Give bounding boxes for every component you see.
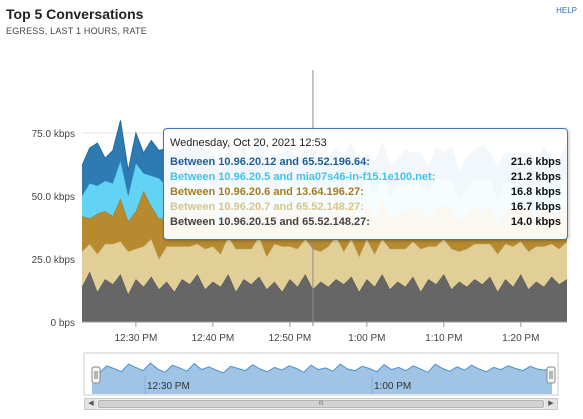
tooltip-row-label: Between 10.96.20.12 and 65.52.196.64: [170,156,370,168]
tooltip-row: Between 10.96.20.7 and 65.52.148.27: 16.… [170,201,561,215]
tooltip-row-value: 21.6 kbps [510,156,561,168]
x-tick-label: 12:40 PM [191,333,234,344]
page-title: Top 5 Conversations [6,6,144,22]
x-tick-label: 1:20 PM [502,333,539,344]
tooltip-row: Between 10.96.20.12 and 65.52.196.64: 21… [170,156,561,170]
tooltip-row-value: 16.8 kbps [510,186,561,198]
navigator-right-handle[interactable] [546,366,556,384]
navigator-line [91,362,553,374]
navigator-left-handle[interactable] [91,366,101,384]
y-tick-label: 25.0 kbps [32,255,75,266]
series-area [82,271,567,322]
x-tick-label: 12:30 PM [114,333,157,344]
series-area [82,236,567,295]
x-tick-label: 12:50 PM [268,333,311,344]
x-tick-label: 1:00 PM [348,333,385,344]
tooltip-title: Wednesday, Oct 20, 2021 12:53 [170,137,327,149]
x-tick-label: 1:10 PM [425,333,462,344]
chart-tooltip: Wednesday, Oct 20, 2021 12:53 Between 10… [163,128,568,240]
tooltip-row: Between 10.96.20.5 and mia07s46-in-f15.1… [170,171,561,185]
tooltip-row-value: 21.2 kbps [510,171,561,183]
tooltip-row-value: 14.0 kbps [510,216,561,228]
y-tick-label: 50.0 kbps [32,192,75,203]
y-tick-label: 75.0 kbps [32,129,75,140]
help-link[interactable]: HELP [556,6,577,15]
navigator-tick-label: 1:00 PM [374,381,411,392]
tooltip-row-label: Between 10.96.20.6 and 13.64.196.27: [170,186,364,198]
tooltip-row-value: 16.7 kbps [510,201,561,213]
scroll-right-arrow-icon[interactable]: ▶ [545,399,557,409]
tooltip-row: Between 10.96.20.6 and 13.64.196.27: 16.… [170,186,561,200]
tooltip-row: Between 10.96.20.15 and 65.52.148.27: 14… [170,216,561,230]
tooltip-row-label: Between 10.96.20.15 and 65.52.148.27: [170,216,370,228]
scrollbar-thumb[interactable]: III [98,400,544,408]
navigator-tick-label: 12:30 PM [147,381,190,392]
navigator-scrollbar[interactable]: ◀ III ▶ [84,398,558,410]
page-subtitle: EGRESS, LAST 1 HOURS, RATE [6,26,147,36]
y-tick-label: 0 bps [51,318,75,329]
range-navigator[interactable]: 12:30 PM 1:00 PM [0,352,583,412]
navigator-area [92,363,552,394]
tooltip-row-label: Between 10.96.20.5 and mia07s46-in-f15.1… [170,171,436,183]
tooltip-row-label: Between 10.96.20.7 and 65.52.148.27: [170,201,364,213]
scroll-left-arrow-icon[interactable]: ◀ [85,399,97,409]
